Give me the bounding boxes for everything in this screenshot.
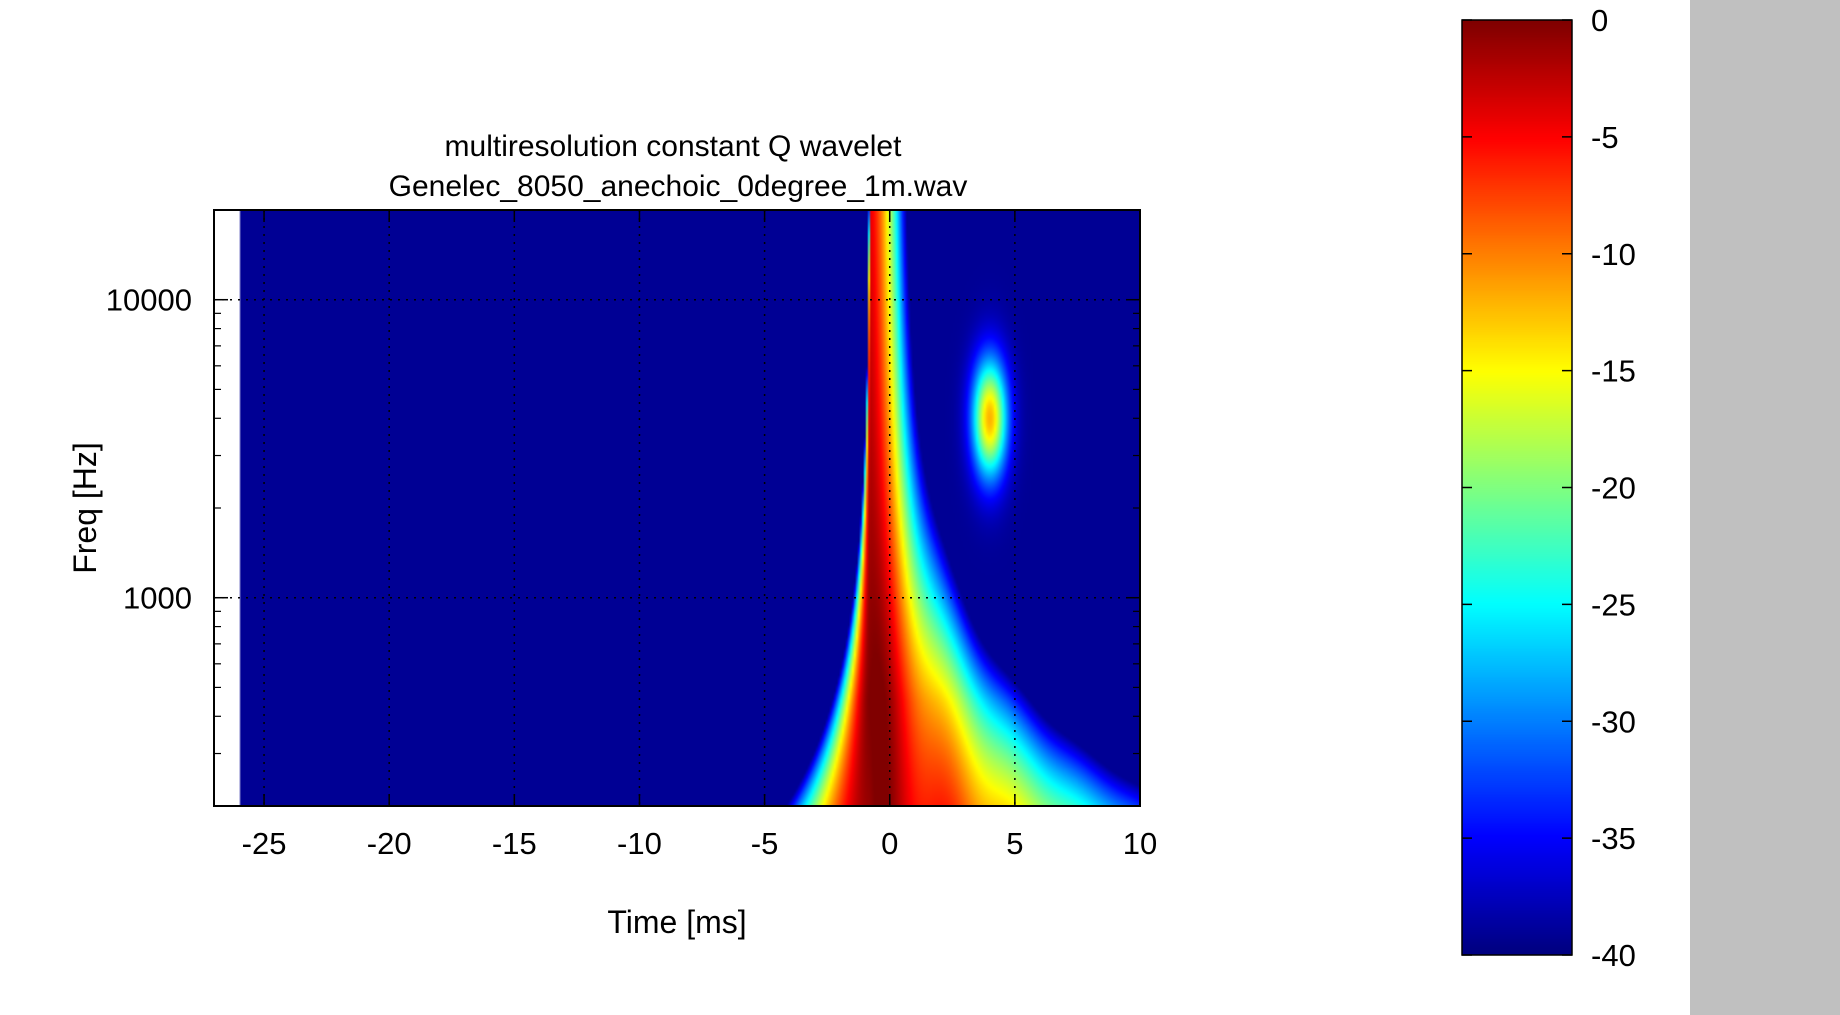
x-tick-label: 10: [1123, 826, 1157, 861]
chart-subtitle: Genelec_8050_anechoic_0degree_1m.wav: [389, 170, 968, 203]
colorbar-tick-label: -5: [1591, 120, 1619, 155]
x-tick-label: 5: [1006, 826, 1023, 861]
colorbar-tick-label: -20: [1591, 471, 1636, 506]
x-axis-label: Time [ms]: [607, 904, 746, 940]
chart-title: multiresolution constant Q wavelet: [445, 130, 903, 163]
colorbar-gradient: [1462, 20, 1572, 955]
y-axis-label: Freq [Hz]: [67, 442, 103, 574]
y-tick-label: 10000: [106, 283, 192, 318]
x-tick-label: 0: [881, 826, 898, 861]
x-tick-label: -5: [751, 826, 779, 861]
colorbar-ticks: 0 -5 -10 -15 -20 -25 -30 -35 -40: [1462, 3, 1636, 973]
colorbar-tick-label: -25: [1591, 587, 1636, 622]
colorbar: 0 -5 -10 -15 -20 -25 -30 -35 -40: [1461, 3, 1636, 973]
colorbar-tick-label: -10: [1591, 237, 1636, 272]
plot-frame: [213, 209, 1141, 807]
grid-lines: [214, 210, 1140, 806]
side-panel: [1690, 0, 1840, 1015]
x-tick-label: -10: [617, 826, 662, 861]
x-tick-label: -15: [492, 826, 537, 861]
colorbar-tick-label: -40: [1591, 938, 1636, 973]
y-tick-label: 1000: [123, 581, 192, 616]
y-ticks: 1000 10000: [106, 209, 1140, 807]
x-ticks: -25 -20 -15 -10 -5 0 5 10: [242, 210, 1157, 861]
colorbar-tick-label: -15: [1591, 354, 1636, 389]
colorbar-tick-label: -35: [1591, 821, 1636, 856]
x-tick-label: -20: [367, 826, 412, 861]
x-tick-label: -25: [242, 826, 287, 861]
colorbar-tick-label: -30: [1591, 704, 1636, 739]
heatmap-image: [214, 210, 1140, 806]
colorbar-tick-label: 0: [1591, 3, 1608, 38]
plot-area: -25 -20 -15 -10 -5 0 5 10 1000 10000: [106, 209, 1157, 861]
